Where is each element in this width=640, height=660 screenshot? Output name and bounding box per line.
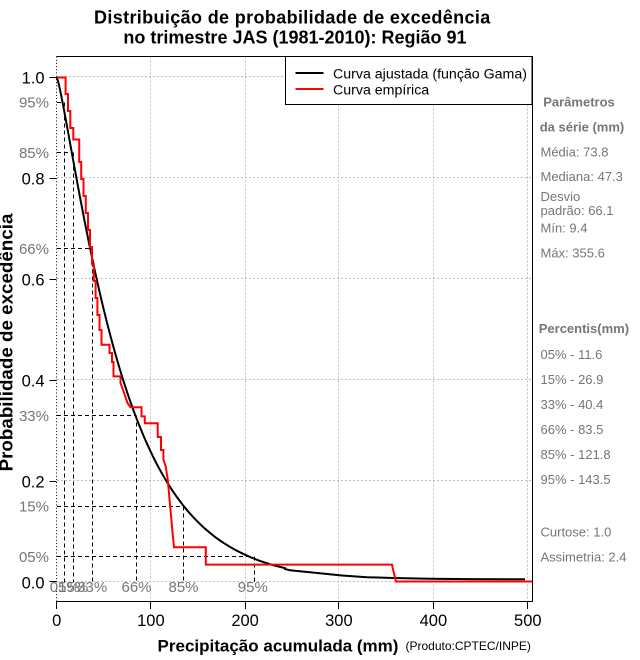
svg-text:100: 100	[137, 612, 165, 630]
svg-text:33%: 33%	[19, 408, 49, 425]
svg-text:Mín: 9.4: Mín: 9.4	[541, 220, 588, 235]
svg-text:Desvio: Desvio	[541, 189, 581, 204]
svg-text:66% - 83.5: 66% - 83.5	[541, 422, 604, 437]
svg-text:500: 500	[514, 612, 542, 630]
svg-text:Curva empírica: Curva empírica	[333, 83, 429, 99]
svg-text:Curtose: 1.0: Curtose: 1.0	[541, 525, 612, 540]
svg-text:Mediana: 47.3: Mediana: 47.3	[541, 169, 623, 184]
svg-text:05%: 05%	[19, 549, 49, 566]
svg-text:66%: 66%	[19, 241, 49, 258]
svg-text:Assimetria: 2.4: Assimetria: 2.4	[541, 549, 627, 564]
svg-text:15% - 26.9: 15% - 26.9	[541, 372, 604, 387]
svg-text:95% - 143.5: 95% - 143.5	[541, 472, 611, 487]
svg-text:no trimestre JAS (1981-2010):: no trimestre JAS (1981-2010): Região 91	[123, 27, 466, 47]
svg-text:85% - 121.8: 85% - 121.8	[541, 447, 611, 462]
svg-text:15%: 15%	[58, 579, 88, 596]
svg-text:85%: 85%	[168, 579, 198, 596]
svg-text:0.6: 0.6	[22, 271, 45, 289]
svg-text:300: 300	[325, 612, 353, 630]
svg-text:05% - 11.6: 05% - 11.6	[541, 347, 603, 362]
svg-text:400: 400	[420, 612, 448, 630]
svg-text:0.0: 0.0	[22, 574, 45, 592]
svg-text:Precipitação acumulada (mm): Precipitação acumulada (mm)	[158, 637, 399, 656]
svg-text:0.4: 0.4	[22, 372, 45, 390]
svg-text:15%: 15%	[19, 499, 49, 516]
svg-text:1.0: 1.0	[22, 69, 45, 87]
svg-text:Média: 73.8: Média: 73.8	[541, 144, 609, 159]
svg-text:Percentis(mm): Percentis(mm)	[539, 321, 629, 336]
svg-text:95%: 95%	[238, 579, 268, 596]
svg-text:0: 0	[52, 612, 61, 630]
svg-text:Máx: 355.6: Máx: 355.6	[541, 246, 605, 261]
svg-text:(Produto:CPTEC/INPE): (Produto:CPTEC/INPE)	[406, 639, 531, 653]
svg-text:Curva ajustada (função Gama): Curva ajustada (função Gama)	[333, 67, 527, 83]
svg-text:33%: 33%	[77, 579, 107, 596]
svg-text:0.8: 0.8	[22, 170, 45, 188]
svg-text:95%: 95%	[19, 95, 49, 112]
svg-text:Distribuição de probabilidade: Distribuição de probabilidade de excedên…	[94, 7, 491, 27]
svg-text:Parâmetros: Parâmetros	[543, 95, 615, 110]
svg-text:05%: 05%	[50, 579, 80, 596]
svg-text:200: 200	[231, 612, 259, 630]
svg-text:da série (mm): da série (mm)	[540, 119, 625, 134]
svg-text:33% - 40.4: 33% - 40.4	[541, 397, 604, 412]
svg-text:padrão: 66.1: padrão: 66.1	[541, 203, 614, 218]
svg-text:0.2: 0.2	[22, 473, 45, 491]
svg-text:66%: 66%	[121, 579, 151, 596]
svg-text:85%: 85%	[19, 145, 49, 162]
svg-text:Probabilidade de excedência: Probabilidade de excedência	[0, 213, 17, 471]
